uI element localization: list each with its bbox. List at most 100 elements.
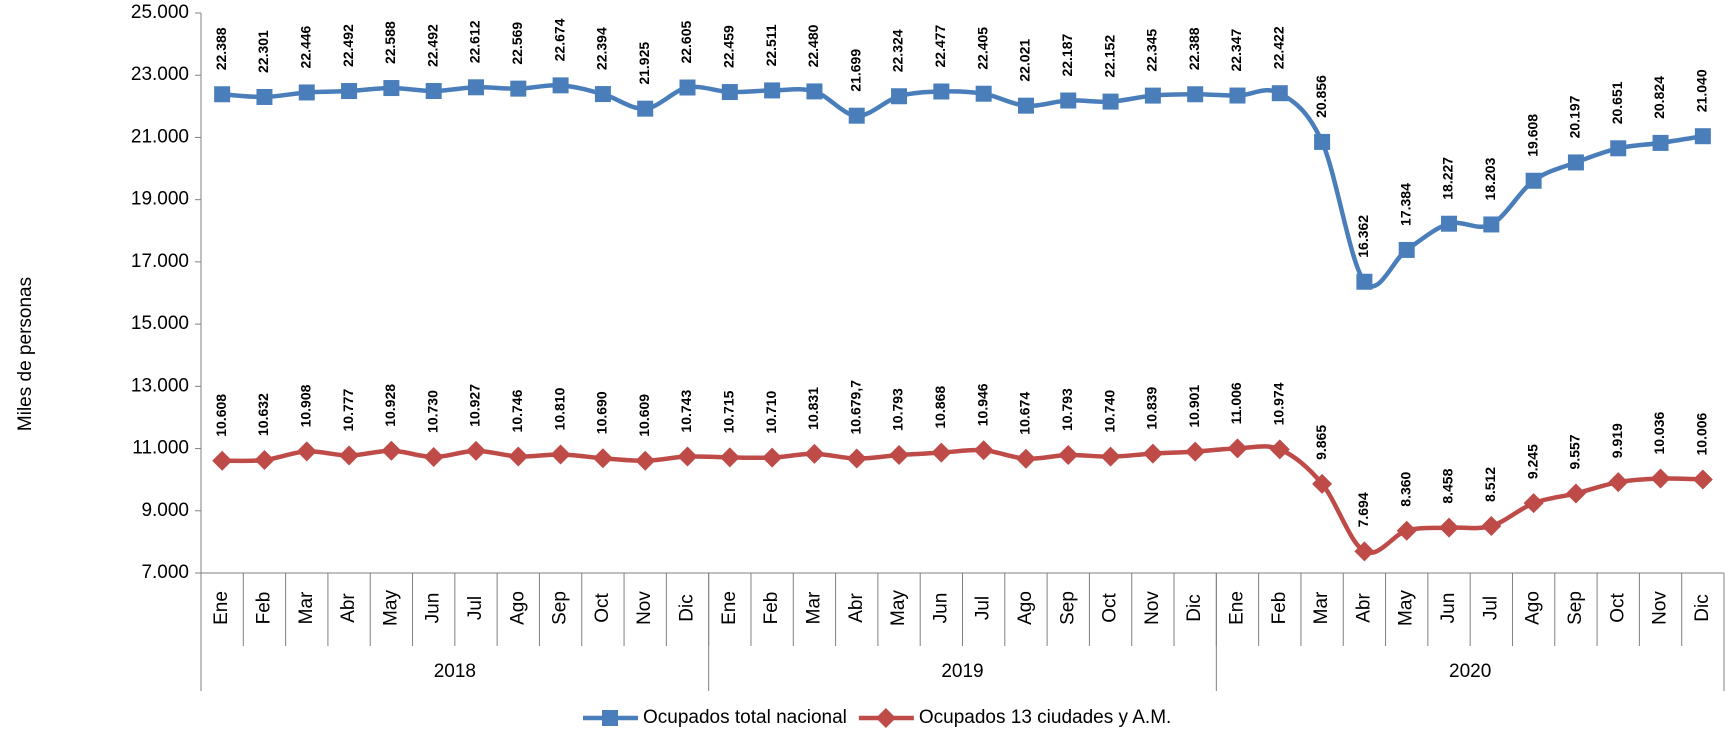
x-tick-label: Sep — [1057, 591, 1078, 625]
point — [1187, 86, 1204, 103]
point — [341, 83, 358, 100]
point — [1058, 444, 1079, 465]
value-label: 10.901 — [1186, 385, 1202, 428]
point — [1523, 493, 1544, 514]
value-label: 10.679,7 — [847, 380, 863, 435]
value-label: 16.362 — [1355, 215, 1371, 258]
value-label: 22.569 — [509, 22, 525, 65]
value-label: 10.793 — [1059, 388, 1075, 431]
x-tick-label: Abr — [846, 593, 867, 623]
value-label: 22.511 — [763, 24, 779, 66]
value-label: 10.746 — [509, 389, 525, 432]
value-label: 21.699 — [847, 49, 863, 92]
point — [256, 88, 273, 105]
value-label: 9.919 — [1609, 423, 1625, 458]
value-label: 22.394 — [594, 27, 610, 70]
point — [465, 440, 486, 461]
value-label: 10.908 — [297, 384, 313, 427]
value-label: 22.388 — [213, 27, 229, 70]
value-label: 22.422 — [1270, 26, 1286, 69]
value-label: 22.021 — [1017, 39, 1033, 82]
point — [383, 80, 400, 97]
x-tick-label: Sep — [550, 591, 571, 625]
value-label: 18.227 — [1440, 157, 1456, 200]
value-label: 22.612 — [467, 20, 483, 63]
value-label: 22.446 — [297, 25, 313, 68]
value-label: 22.345 — [1144, 29, 1160, 72]
series-line — [222, 444, 1703, 556]
point — [510, 80, 527, 97]
point — [1100, 446, 1121, 467]
legend-marker — [602, 710, 618, 726]
value-label: 21.040 — [1694, 69, 1710, 112]
value-label: 10.006 — [1694, 412, 1710, 455]
point — [552, 77, 569, 94]
x-tick-label: Dic — [677, 594, 698, 621]
y-tick-label: 25.000 — [131, 2, 189, 23]
value-label: 10.839 — [1144, 387, 1160, 430]
value-label: 22.480 — [805, 24, 821, 67]
point — [679, 79, 696, 96]
point — [1441, 215, 1458, 232]
x-tick-label: Jun — [423, 593, 444, 624]
group-label: 2019 — [941, 661, 983, 682]
value-label: 22.301 — [255, 30, 271, 73]
value-label: 11.006 — [1228, 382, 1244, 424]
x-tick-label: Nov — [1650, 591, 1671, 625]
point — [1610, 140, 1627, 157]
point — [1354, 541, 1375, 562]
x-tick-label: Abr — [1353, 593, 1374, 623]
x-tick-label: Oct — [592, 593, 613, 623]
value-label: 10.674 — [1017, 392, 1033, 435]
x-tick-label: Jul — [973, 596, 994, 620]
value-label: 10.946 — [974, 383, 990, 426]
point — [1227, 438, 1248, 459]
value-label: 22.152 — [1101, 35, 1117, 78]
point — [381, 440, 402, 461]
x-tick-label: Ago — [1015, 591, 1036, 625]
point — [764, 82, 781, 99]
value-label: 19.608 — [1524, 114, 1540, 157]
point — [214, 86, 231, 103]
point — [806, 83, 823, 100]
x-tick-label: Ene — [1227, 591, 1248, 625]
value-label: 10.793 — [890, 388, 906, 431]
value-label: 9.557 — [1567, 434, 1583, 469]
value-label: 22.388 — [1186, 27, 1202, 70]
point — [594, 86, 611, 103]
point — [1525, 172, 1542, 189]
x-tick-label: Oct — [1100, 593, 1121, 623]
y-tick-label: 17.000 — [131, 251, 189, 272]
value-label: 10.608 — [213, 394, 229, 437]
y-tick-label: 13.000 — [131, 375, 189, 396]
value-label: 21.925 — [636, 42, 652, 85]
series-line — [221, 82, 1704, 289]
value-label: 20.856 — [1313, 75, 1329, 118]
x-tick-label: Mar — [803, 591, 824, 624]
value-label: 10.632 — [255, 393, 271, 436]
x-tick-label: Mar — [296, 591, 317, 624]
point — [635, 450, 656, 471]
point — [1271, 85, 1288, 102]
x-tick-label: Abr — [338, 593, 359, 623]
point — [254, 450, 275, 471]
point — [933, 83, 950, 100]
value-label: 10.740 — [1101, 390, 1117, 433]
point — [1567, 154, 1584, 171]
point — [973, 440, 994, 461]
point — [637, 100, 654, 117]
point — [1314, 133, 1331, 150]
point — [1694, 128, 1711, 145]
point — [846, 448, 867, 469]
value-label: 8.360 — [1397, 471, 1413, 506]
x-tick-label: Mar — [1311, 591, 1332, 624]
x-tick-label: Ago — [1523, 591, 1544, 625]
value-label: 10.974 — [1270, 382, 1286, 425]
x-tick-label: Jun — [930, 593, 951, 624]
point — [1102, 93, 1119, 110]
point — [1229, 87, 1246, 104]
point — [762, 447, 783, 468]
legend-label: Ocupados 13 ciudades y A.M. — [919, 707, 1171, 728]
value-label: 8.458 — [1440, 468, 1456, 503]
value-label: 22.477 — [932, 24, 948, 67]
